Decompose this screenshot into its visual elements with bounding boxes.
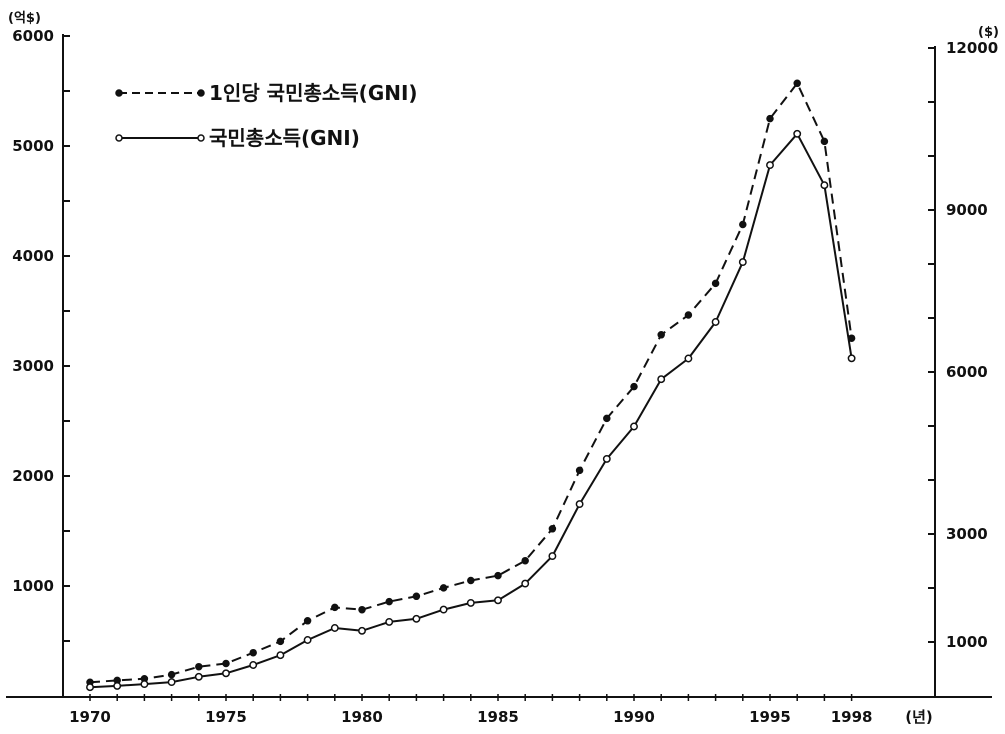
gni-point [358, 626, 366, 635]
gni-point [793, 129, 802, 138]
right-axis-unit: ($) [978, 25, 999, 40]
x-axis-tick-label: 1985 [477, 708, 519, 726]
axes: 100020003000400050006000(억$)100030006000… [6, 11, 999, 726]
gni-point [86, 683, 94, 692]
gni-point [385, 617, 394, 626]
left-axis-tick-label: 4000 [12, 247, 54, 265]
gni-point [738, 258, 747, 267]
gni-point [113, 681, 122, 690]
gni-point [548, 552, 557, 561]
per-capita-gni-point [711, 279, 720, 288]
per-capita-gni-point [331, 603, 339, 612]
per-capita-gni-point [467, 576, 475, 585]
legend-label: 국민총소득(GNI) [209, 126, 360, 150]
per-capita-gni-point [847, 334, 856, 342]
left-axis-tick-label: 5000 [12, 137, 54, 155]
per-capita-gni-point [385, 597, 393, 606]
x-axis-tick-label: 1995 [749, 708, 791, 726]
per-capita-gni-point [793, 79, 801, 88]
gni-point [630, 422, 638, 431]
right-axis-tick-label: 12000 [946, 39, 998, 57]
gni-point [466, 598, 475, 607]
per-capita-gni-point [575, 466, 584, 475]
gni-point [330, 624, 339, 632]
per-capita-gni-point [303, 617, 312, 625]
left-axis-unit: (억$) [8, 11, 41, 26]
gni-point [439, 605, 448, 614]
x-axis-tick-label: 1970 [69, 708, 111, 726]
right-axis-tick-label: 3000 [946, 525, 988, 543]
per-capita-gni-point [276, 637, 285, 646]
gni-point [657, 375, 666, 384]
legend-marker [197, 134, 205, 142]
gni-point [303, 636, 312, 644]
per-capita-gni-point [820, 137, 829, 146]
gni-point [575, 500, 584, 509]
x-axis-tick-label: 1975 [205, 708, 247, 726]
gni-point [412, 614, 421, 623]
gni-point [684, 354, 693, 363]
left-axis-tick-label: 3000 [12, 357, 54, 375]
right-axis-tick-label: 9000 [946, 201, 988, 219]
x-axis-tick-label: 1990 [613, 708, 655, 726]
gni-point [602, 454, 611, 463]
gni-point [249, 661, 258, 669]
x-axis-tick-label: 1980 [341, 708, 383, 726]
gni-point [711, 318, 720, 326]
per-capita-gni-point [630, 382, 638, 391]
per-capita-gni-point [739, 220, 747, 229]
left-axis-tick-label: 2000 [12, 467, 54, 485]
per-capita-gni-point [684, 311, 693, 319]
left-axis-tick-label: 6000 [12, 27, 54, 45]
per-capita-gni-point [439, 584, 448, 592]
x-axis-unit: (년) [905, 708, 933, 726]
gni-point [521, 579, 530, 588]
series-markers [86, 79, 856, 692]
per-capita-gni-point [494, 571, 502, 580]
left-axis-tick-label: 1000 [12, 577, 54, 595]
per-capita-gni-point [167, 670, 176, 679]
legend-marker [115, 89, 123, 97]
series-lines [89, 82, 853, 689]
gni-point [276, 651, 285, 660]
right-axis-tick-label: 1000 [946, 633, 988, 651]
legend: 1인당 국민총소득(GNI) 국민총소득(GNI) [115, 81, 418, 150]
gni-point [494, 596, 502, 605]
gni-point [194, 672, 203, 681]
legend-marker [197, 89, 205, 97]
gni-point [847, 354, 856, 363]
gni-point [820, 181, 829, 190]
gni-point [222, 669, 230, 678]
x-axis-tick-label: 1998 [831, 708, 873, 726]
legend-marker [115, 134, 123, 142]
per-capita-gni-point [412, 592, 421, 601]
per-capita-gni-point [195, 662, 203, 671]
legend-label: 1인당 국민총소득(GNI) [209, 81, 418, 105]
per-capita-gni-point [548, 525, 557, 533]
per-capita-gni-point [766, 114, 774, 123]
per-capita-gni-point [358, 605, 366, 614]
right-axis-tick-label: 6000 [946, 363, 988, 381]
per-capita-gni-line [89, 82, 853, 684]
per-capita-gni-point [603, 414, 611, 423]
per-capita-gni-point [521, 556, 529, 565]
per-capita-gni-point [657, 331, 665, 339]
per-capita-gni-point [249, 648, 257, 657]
gni-point [140, 680, 149, 689]
gni-point [766, 161, 774, 170]
per-capita-gni-point [222, 659, 230, 668]
gni-point [167, 678, 176, 687]
